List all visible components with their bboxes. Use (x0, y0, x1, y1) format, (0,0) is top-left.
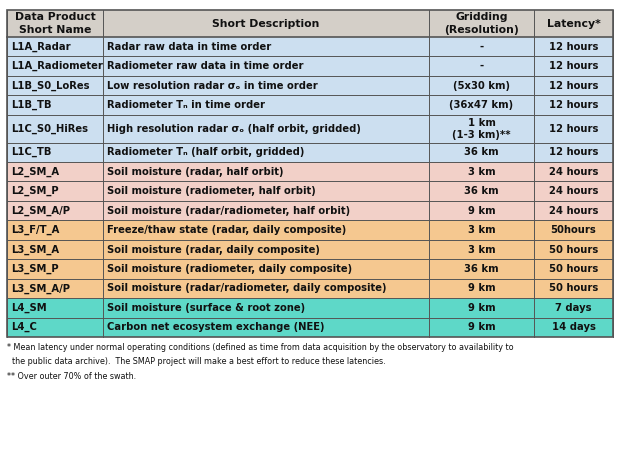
Bar (7, 10, 613, 37)
Text: Data Product
Short Name: Data Product Short Name (15, 13, 95, 35)
Text: L2_SM_P: L2_SM_P (11, 186, 59, 196)
Bar (7, 10, 613, 337)
Text: 50hours: 50hours (551, 225, 596, 235)
Bar (7, 259, 613, 279)
Text: 9 km: 9 km (467, 322, 495, 332)
Bar (7, 56, 613, 76)
Text: L3_SM_A/P: L3_SM_A/P (11, 283, 70, 294)
Text: L1A_Radar: L1A_Radar (11, 42, 71, 52)
Text: 9 km: 9 km (467, 303, 495, 313)
Text: -: - (479, 61, 484, 71)
Text: 12 hours: 12 hours (549, 42, 598, 52)
Text: 12 hours: 12 hours (549, 100, 598, 110)
Text: Low resolution radar σₒ in time order: Low resolution radar σₒ in time order (107, 81, 317, 91)
Bar (7, 115, 613, 143)
Text: * Mean latency under normal operating conditions (defined as time from data acqu: * Mean latency under normal operating co… (7, 343, 514, 351)
Text: 1 km
(1-3 km)**: 1 km (1-3 km)** (452, 118, 511, 140)
Text: 12 hours: 12 hours (549, 61, 598, 71)
Text: Soil moisture (radar/radiometer, half orbit): Soil moisture (radar/radiometer, half or… (107, 206, 350, 216)
Text: L2_SM_A/P: L2_SM_A/P (11, 206, 70, 216)
Text: 36 km: 36 km (464, 264, 499, 274)
Bar (7, 37, 613, 56)
Text: L1C_TB: L1C_TB (11, 147, 51, 157)
Text: Radar raw data in time order: Radar raw data in time order (107, 42, 271, 52)
Text: 50 hours: 50 hours (549, 244, 598, 255)
Text: Radiometer Tₙ (half orbit, gridded): Radiometer Tₙ (half orbit, gridded) (107, 147, 304, 157)
Text: ** Over outer 70% of the swath.: ** Over outer 70% of the swath. (7, 372, 136, 381)
Text: L1A_Radiometer: L1A_Radiometer (11, 61, 103, 71)
Bar (7, 201, 613, 220)
Text: Soil moisture (radar, daily composite): Soil moisture (radar, daily composite) (107, 244, 320, 255)
Text: 12 hours: 12 hours (549, 81, 598, 91)
Text: 24 hours: 24 hours (549, 206, 598, 216)
Text: Soil moisture (radiometer, daily composite): Soil moisture (radiometer, daily composi… (107, 264, 352, 274)
Text: Soil moisture (radar/radiometer, daily composite): Soil moisture (radar/radiometer, daily c… (107, 283, 386, 294)
Text: Radiometer Tₙ in time order: Radiometer Tₙ in time order (107, 100, 265, 110)
Text: Soil moisture (radiometer, half orbit): Soil moisture (radiometer, half orbit) (107, 186, 316, 196)
Text: High resolution radar σₒ (half orbit, gridded): High resolution radar σₒ (half orbit, gr… (107, 124, 361, 134)
Bar (7, 279, 613, 298)
Text: L4_C: L4_C (11, 322, 37, 332)
Text: Soil moisture (radar, half orbit): Soil moisture (radar, half orbit) (107, 167, 283, 177)
Text: L1B_TB: L1B_TB (11, 100, 51, 110)
Bar (7, 95, 613, 115)
Text: 36 km: 36 km (464, 186, 499, 196)
Bar (7, 240, 613, 259)
Bar (7, 220, 613, 240)
Bar (7, 162, 613, 181)
Text: 50 hours: 50 hours (549, 283, 598, 294)
Text: Radiometer raw data in time order: Radiometer raw data in time order (107, 61, 303, 71)
Text: L4_SM: L4_SM (11, 303, 46, 313)
Text: 3 km: 3 km (467, 225, 495, 235)
Text: L3_F/T_A: L3_F/T_A (11, 225, 60, 235)
Text: 3 km: 3 km (467, 167, 495, 177)
Text: Freeze/thaw state (radar, daily composite): Freeze/thaw state (radar, daily composit… (107, 225, 346, 235)
Text: the public data archive).  The SMAP project will make a best effort to reduce th: the public data archive). The SMAP proje… (7, 357, 386, 366)
Text: Gridding
(Resolution): Gridding (Resolution) (444, 13, 519, 35)
Text: 7 days: 7 days (556, 303, 591, 313)
Text: 12 hours: 12 hours (549, 124, 598, 134)
Text: 12 hours: 12 hours (549, 147, 598, 157)
Text: 9 km: 9 km (467, 206, 495, 216)
Text: L3_SM_A: L3_SM_A (11, 244, 60, 255)
Text: 9 km: 9 km (467, 283, 495, 294)
Bar (7, 181, 613, 201)
Text: Carbon net ecosystem exchange (NEE): Carbon net ecosystem exchange (NEE) (107, 322, 324, 332)
Bar (7, 298, 613, 318)
Text: Short Description: Short Description (212, 19, 319, 29)
Text: 36 km: 36 km (464, 147, 499, 157)
Text: L2_SM_A: L2_SM_A (11, 167, 60, 177)
Bar (7, 76, 613, 95)
Text: Latency*: Latency* (547, 19, 600, 29)
Bar (7, 318, 613, 337)
Bar (7, 143, 613, 162)
Text: Soil moisture (surface & root zone): Soil moisture (surface & root zone) (107, 303, 305, 313)
Text: L3_SM_P: L3_SM_P (11, 264, 59, 274)
Text: 24 hours: 24 hours (549, 186, 598, 196)
Text: (5x30 km): (5x30 km) (453, 81, 510, 91)
Text: 50 hours: 50 hours (549, 264, 598, 274)
Text: 24 hours: 24 hours (549, 167, 598, 177)
Text: L1B_S0_LoRes: L1B_S0_LoRes (11, 81, 90, 91)
Text: 14 days: 14 days (552, 322, 595, 332)
Text: 3 km: 3 km (467, 244, 495, 255)
Text: -: - (479, 42, 484, 52)
Text: (36x47 km): (36x47 km) (450, 100, 513, 110)
Text: L1C_S0_HiRes: L1C_S0_HiRes (11, 124, 88, 134)
